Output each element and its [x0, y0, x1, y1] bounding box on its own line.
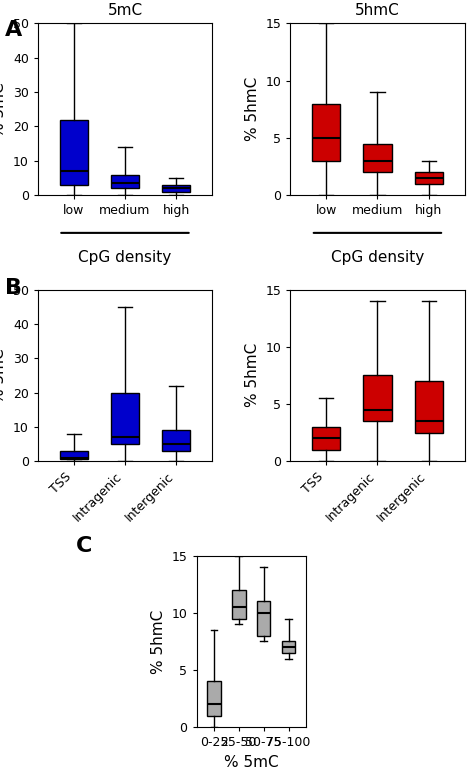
PathPatch shape [111, 174, 139, 188]
PathPatch shape [162, 185, 190, 192]
PathPatch shape [312, 103, 340, 161]
PathPatch shape [415, 172, 443, 184]
Y-axis label: % 5mC: % 5mC [0, 348, 7, 403]
PathPatch shape [415, 381, 443, 432]
Title: 5mC: 5mC [108, 3, 143, 18]
PathPatch shape [232, 590, 246, 619]
Y-axis label: % 5hmC: % 5hmC [245, 77, 260, 142]
Text: CpG density: CpG density [331, 250, 424, 265]
PathPatch shape [364, 144, 392, 172]
PathPatch shape [162, 430, 190, 451]
PathPatch shape [60, 451, 88, 460]
Text: C: C [76, 536, 92, 556]
PathPatch shape [207, 681, 221, 716]
Y-axis label: % 5mC: % 5mC [0, 82, 7, 137]
Y-axis label: % 5hmC: % 5hmC [245, 343, 260, 407]
PathPatch shape [312, 427, 340, 450]
Y-axis label: % 5hmC: % 5hmC [151, 609, 166, 673]
PathPatch shape [60, 120, 88, 185]
Text: B: B [5, 278, 22, 298]
PathPatch shape [364, 375, 392, 421]
PathPatch shape [111, 393, 139, 444]
PathPatch shape [282, 641, 295, 653]
Title: 5hmC: 5hmC [355, 3, 400, 18]
PathPatch shape [257, 601, 271, 636]
Text: A: A [5, 20, 22, 40]
Text: CpG density: CpG density [78, 250, 172, 265]
X-axis label: % 5mC: % 5mC [224, 755, 279, 769]
